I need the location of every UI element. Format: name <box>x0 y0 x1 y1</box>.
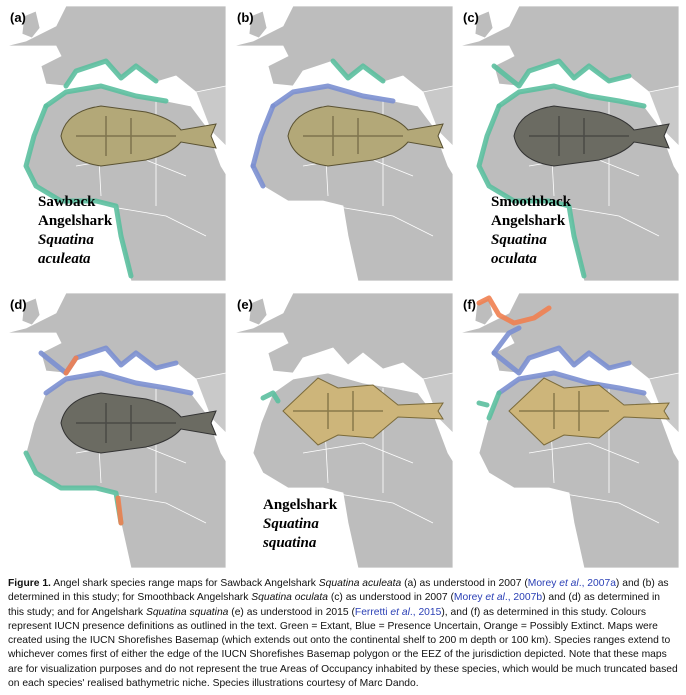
map-panel: (a) Sawback Angelshark Squatina aculeata <box>5 5 227 282</box>
citation-link[interactable]: Morey <box>527 578 560 589</box>
range-line <box>476 400 490 408</box>
citation-link[interactable]: ., 2015 <box>409 606 442 618</box>
caption-text: ) and (b) as determined in this study; f… <box>8 578 669 604</box>
caption-text: Angel shark species range maps for Sawba… <box>50 578 319 589</box>
panel-label: (f) <box>463 297 476 312</box>
map-panel: (e) Angelshark Squatina squatina <box>232 292 454 569</box>
range-line <box>496 83 647 109</box>
range-line <box>491 345 632 376</box>
caption-text: ), and (f) as determined in this study. … <box>8 606 678 690</box>
citation-link[interactable]: et al <box>485 592 505 604</box>
range-line <box>250 103 276 169</box>
range-line <box>270 83 396 109</box>
citation-link[interactable]: et al <box>390 606 410 618</box>
species-latin-name: Squatina <box>491 232 547 248</box>
figure-caption: Figure 1. Angel shark species range maps… <box>8 577 678 691</box>
species-latin-name: squatina <box>262 535 317 551</box>
species-common-name: Angelshark <box>38 213 113 229</box>
panel-label: (b) <box>237 10 254 25</box>
species-latin-name: Squatina <box>38 232 94 248</box>
map-panel: (c) Smoothback Angelshark Squatina oculata <box>458 5 680 282</box>
citation-link[interactable]: ., 2007a <box>578 578 616 589</box>
caption-text: (c) as understood in 2007 ( <box>327 592 454 604</box>
range-line <box>43 83 169 109</box>
species-common-name: Sawback <box>38 194 96 210</box>
map-panel: (f) <box>458 292 680 569</box>
species-common-name: Angelshark <box>491 213 566 229</box>
range-line <box>115 495 124 526</box>
map-panels: (a) Sawback Angelshark Squatina aculeata (b) (… <box>5 5 680 569</box>
range-line <box>43 370 194 396</box>
caption-text: (e) as understood in 2015 ( <box>228 606 355 618</box>
shark-pattern <box>519 391 609 431</box>
range-line <box>250 163 266 189</box>
citation-link[interactable]: Morey <box>453 592 486 604</box>
shark-pattern <box>303 116 403 156</box>
caption-text: Squatina aculeata <box>318 578 402 589</box>
species-latin-name: aculeata <box>38 251 91 267</box>
species-latin-name: Squatina <box>263 516 319 532</box>
species-common-name: Smoothback <box>491 194 572 210</box>
shark-pattern <box>529 116 629 156</box>
caption-text: (a) as understood in 2007 ( <box>401 578 528 589</box>
panel-label: (a) <box>10 10 26 25</box>
species-common-name: Angelshark <box>263 497 338 513</box>
panel-label: (e) <box>237 297 253 312</box>
range-line <box>63 58 159 89</box>
caption-text: ) and (d) as determined in this study; a… <box>8 592 660 618</box>
citation-link[interactable]: Ferretti <box>354 606 391 618</box>
range-line <box>260 390 281 404</box>
range-line <box>486 390 502 421</box>
range-line <box>491 58 632 89</box>
caption-text: Squatina oculata <box>251 592 328 604</box>
range-line <box>491 325 522 356</box>
range-line <box>496 370 647 396</box>
range-line <box>476 295 552 326</box>
panel-label: (c) <box>463 10 479 25</box>
range-line <box>330 58 386 84</box>
map-panel: (b) <box>232 5 454 282</box>
range-line <box>23 103 134 279</box>
citation-link[interactable]: ., 2007b <box>504 592 543 604</box>
shark-pattern <box>76 403 176 443</box>
species-latin-name: oculata <box>491 251 537 267</box>
panel-label: (d) <box>10 297 27 312</box>
citation-link[interactable]: et al <box>559 578 579 589</box>
caption-text: Squatina squatina <box>145 606 229 618</box>
caption-label: Figure 1. <box>8 578 51 589</box>
map-panel: (d) <box>5 292 227 569</box>
range-line <box>63 355 79 376</box>
shark-pattern <box>293 391 383 431</box>
range-line <box>476 103 587 279</box>
shark-pattern <box>76 116 176 156</box>
